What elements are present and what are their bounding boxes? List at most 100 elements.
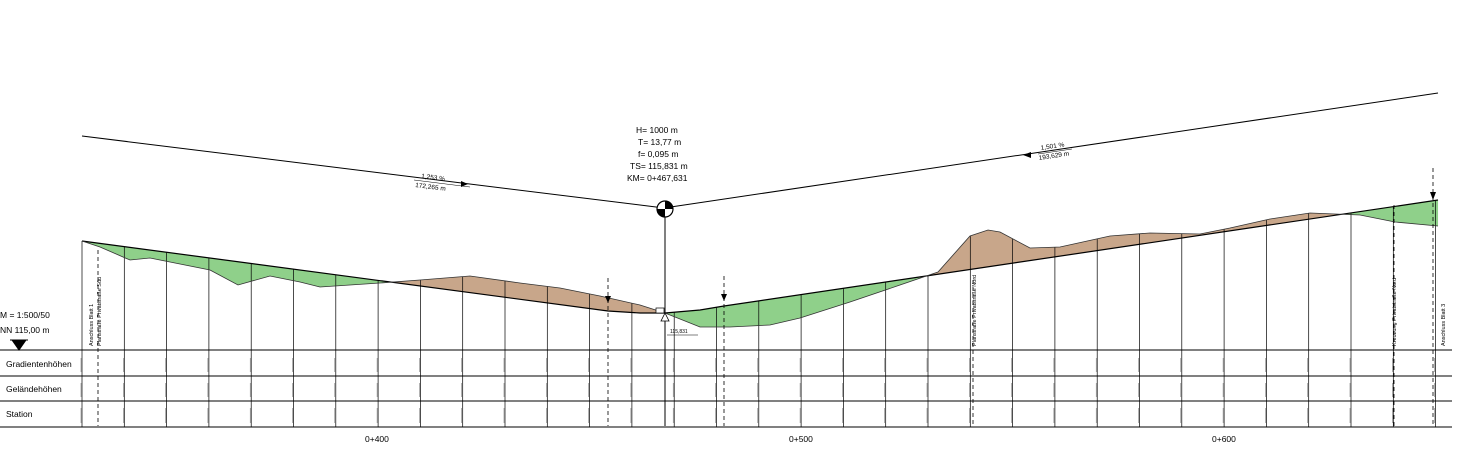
cut-area-strip	[1140, 233, 1142, 245]
fill-area-strip	[1419, 202, 1421, 225]
fill-area-strip	[1381, 208, 1383, 220]
fill-area-strip	[863, 285, 865, 298]
fill-area-strip	[128, 247, 130, 260]
cut-area-strip	[549, 286, 551, 304]
cut-area-strip	[1151, 233, 1153, 243]
cut-area-strip	[1291, 215, 1293, 222]
fill-area-strip	[232, 260, 234, 283]
annotation-crossing: Kreuzung Privatstraße Nord	[1392, 278, 1398, 346]
curve-external: f= 0,095 m	[638, 149, 678, 159]
cut-area-strip	[421, 279, 423, 287]
fill-area-strip	[229, 260, 231, 281]
cut-area-strip	[971, 235, 973, 270]
cut-area-strip	[615, 299, 617, 312]
fill-area-strip	[796, 295, 798, 319]
scale-label: M = 1:500/50	[0, 310, 50, 320]
fill-area-strip	[192, 255, 194, 267]
cut-area-strip	[999, 231, 1001, 266]
cut-area-strip	[964, 241, 966, 271]
fill-area-strip	[211, 258, 213, 272]
fill-area-strip	[243, 262, 245, 284]
cut-area-strip	[1145, 233, 1147, 244]
fill-area-strip	[1367, 210, 1369, 217]
fill-area-strip	[207, 257, 209, 270]
fill-area-strip	[198, 256, 200, 268]
fill-area-strip	[271, 266, 273, 277]
fill-area-strip	[864, 285, 866, 298]
cut-area-strip	[640, 305, 642, 313]
cut-area-strip	[443, 278, 445, 290]
fill-area-strip	[689, 310, 691, 323]
cut-area-strip	[1052, 247, 1054, 258]
cut-area-strip	[1287, 216, 1289, 223]
fill-area-strip	[1374, 209, 1376, 218]
fill-area-strip	[1358, 211, 1360, 215]
fill-area-strip	[823, 291, 825, 311]
fill-area-strip	[1379, 208, 1381, 219]
cut-area-strip	[456, 277, 458, 291]
cut-area-strip	[1096, 238, 1098, 251]
fill-area-strip	[680, 311, 682, 320]
fill-area-strip	[133, 247, 135, 260]
cut-area-strip	[411, 280, 413, 285]
cut-area-strip	[1024, 244, 1026, 262]
fill-area-strip	[145, 249, 147, 259]
fill-area-strip	[1431, 200, 1433, 226]
cut-area-strip	[1190, 233, 1192, 237]
fill-area-strip	[896, 280, 898, 287]
cut-area-strip	[1269, 219, 1271, 226]
cut-area-strip	[1127, 234, 1129, 247]
fill-area-strip	[781, 297, 783, 323]
fill-area-strip	[1407, 204, 1409, 224]
cut-area-strip	[1273, 218, 1275, 225]
cut-area-strip	[946, 261, 948, 274]
cut-area-strip	[508, 281, 510, 298]
cut-area-strip	[1004, 234, 1006, 265]
cut-area-strip	[1323, 213, 1325, 218]
cut-area-strip	[1056, 247, 1058, 257]
fill-area-strip	[883, 282, 885, 291]
fill-area-strip	[262, 264, 264, 279]
fill-area-strip	[895, 280, 897, 287]
cut-area-strip	[522, 283, 524, 300]
cut-area-strip	[1235, 226, 1237, 231]
fill-area-strip	[345, 276, 347, 286]
fill-area-strip	[900, 279, 902, 285]
cut-area-strip	[560, 288, 562, 305]
fill-area-strip	[825, 290, 827, 310]
fill-area-strip	[376, 280, 378, 284]
cut-area-strip	[1257, 221, 1259, 227]
fill-area-strip	[1372, 209, 1374, 218]
cut-area-strip	[584, 292, 586, 308]
fill-area-strip	[798, 294, 800, 319]
cut-area-strip	[1001, 232, 1003, 265]
fill-area-strip	[1386, 207, 1388, 221]
cut-area-strip	[444, 278, 446, 290]
fill-area-strip	[910, 278, 912, 282]
fill-area-strip	[177, 253, 179, 264]
cut-area-strip	[429, 279, 431, 288]
fill-area-strip	[811, 292, 813, 315]
cut-area-strip	[1297, 214, 1299, 221]
cut-area-strip	[1304, 213, 1306, 220]
cut-area-strip	[406, 280, 408, 285]
cut-area-strip	[556, 287, 558, 305]
fill-area-strip	[782, 297, 784, 323]
fill-area-strip	[316, 272, 318, 287]
cut-area-strip	[550, 286, 552, 304]
cut-area-strip	[503, 280, 505, 298]
vertical-curve-info: H= 1000 m T= 13,77 m f= 0,095 m TS= 115,…	[627, 125, 688, 183]
cut-area-strip	[1315, 213, 1317, 219]
fill-area-strip	[179, 253, 181, 264]
cut-area-strip	[1294, 215, 1296, 222]
cut-area-strip	[1042, 247, 1044, 259]
cut-area-strip	[515, 282, 517, 299]
fill-area-strip	[95, 242, 97, 246]
cut-area-strip	[507, 281, 509, 298]
station-verticals	[81, 200, 1436, 427]
fill-area-strip	[802, 294, 804, 318]
cut-area-strip	[437, 278, 439, 289]
fill-area-strip	[750, 301, 752, 326]
cut-area-strip	[647, 307, 649, 313]
cut-area-strip	[1303, 213, 1305, 221]
